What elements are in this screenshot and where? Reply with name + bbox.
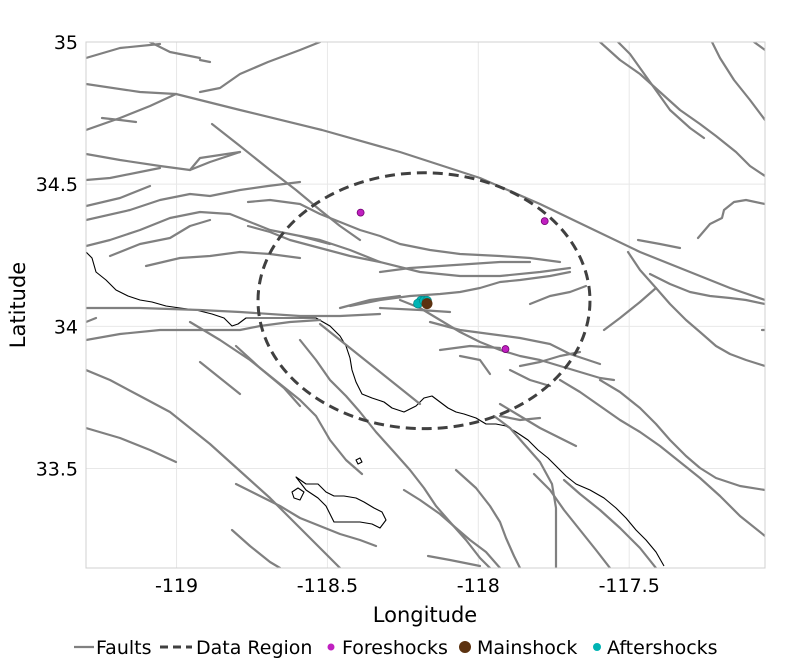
mainshock-point: [421, 298, 433, 310]
legend-aftershocks-swatch: [593, 643, 601, 651]
faults: [86, 42, 765, 568]
x-tick-labels: -119 -118.5 -118 -117.5: [155, 575, 660, 597]
x-tick-label: -119: [155, 575, 198, 597]
legend-mainshock-swatch: [459, 641, 471, 653]
plot-frame: [85, 41, 766, 569]
legend-mainshock-label: Mainshock: [477, 637, 577, 659]
y-tick-label: 33.5: [36, 458, 78, 480]
y-tick-label: 34.5: [36, 174, 78, 196]
x-tick-label: -118: [457, 575, 500, 597]
legend-faults-label: Faults: [96, 637, 152, 659]
x-axis-title: Longitude: [373, 603, 477, 627]
foreshock-point: [356, 208, 365, 217]
y-tick-label: 34: [54, 316, 78, 338]
legend-foreshocks-label: Foreshocks: [342, 637, 448, 659]
mainshock-layer: [421, 298, 433, 310]
x-tick-label: -118.5: [297, 575, 358, 597]
foreshocks-layer: [356, 208, 549, 353]
y-tick-label: 35: [54, 32, 78, 54]
legend-data-region-label: Data Region: [196, 637, 312, 659]
legend-foreshocks-swatch: [327, 643, 335, 651]
plot-area: [86, 42, 765, 568]
y-tick-labels: 35 34.5 34 33.5: [36, 32, 78, 480]
x-tick-label: -117.5: [599, 575, 660, 597]
foreshock-point: [501, 345, 510, 353]
y-axis-title: Latitude: [6, 262, 30, 348]
legend-aftershocks-label: Aftershocks: [607, 637, 718, 659]
foreshock-point: [540, 217, 549, 226]
legend: Faults Data Region Foreshocks Mainshock …: [74, 637, 718, 659]
data-region-ellipse: [256, 171, 592, 431]
